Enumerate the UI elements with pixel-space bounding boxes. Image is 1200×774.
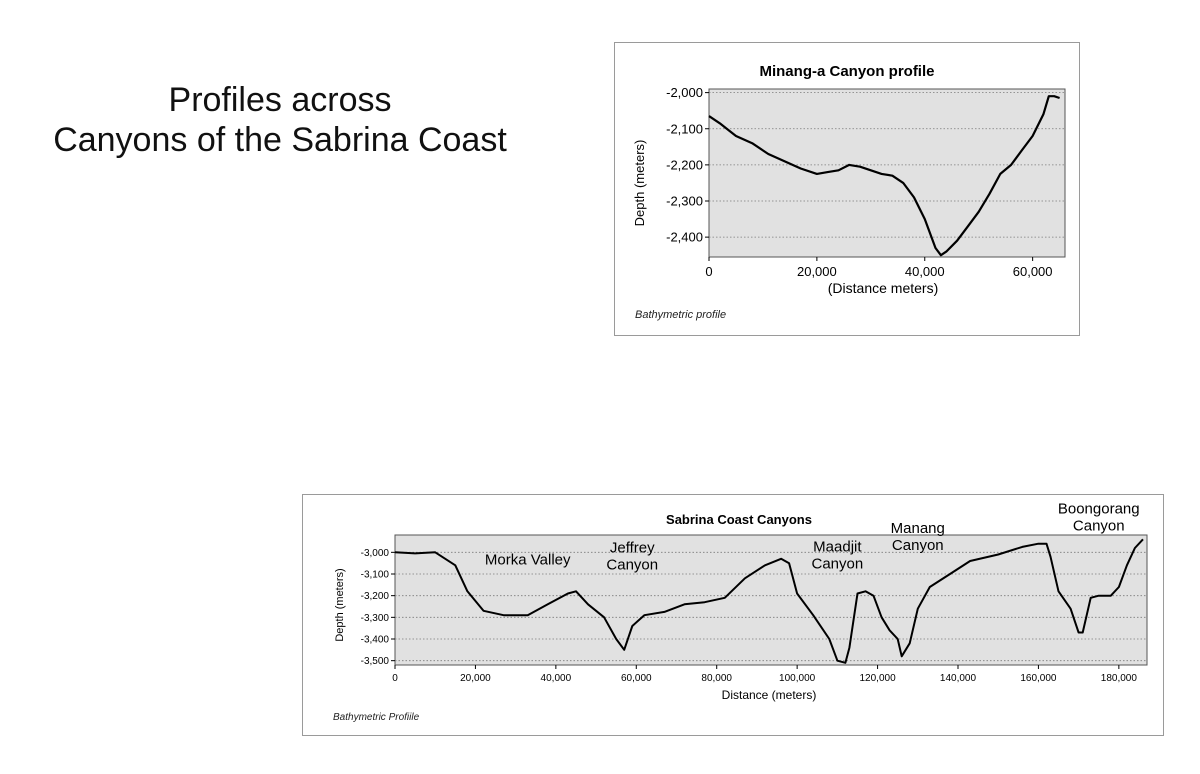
minang-y-tick-label: -2,400 bbox=[666, 230, 703, 245]
sabrina-annotation: Morka Valley bbox=[485, 551, 571, 568]
sabrina-y-tick-label: -3,300 bbox=[361, 613, 390, 624]
sabrina-y-tick-label: -3,400 bbox=[361, 635, 390, 646]
sabrina-x-tick-label: 60,000 bbox=[621, 673, 652, 684]
sabrina-y-tick-label: -3,500 bbox=[361, 656, 390, 667]
sabrina-x-tick-label: 160,000 bbox=[1020, 673, 1057, 684]
sabrina-y-tick-label: -3,100 bbox=[361, 570, 390, 581]
sabrina-x-tick-label: 40,000 bbox=[541, 673, 572, 684]
minang-chart-svg: Minang-a Canyon profile Depth (meters) (… bbox=[632, 63, 1066, 296]
sabrina-plot-area bbox=[394, 534, 1148, 666]
sabrina-annotation: Maadjit Canyon bbox=[812, 538, 864, 572]
sabrina-annotation: Manang Canyon bbox=[891, 520, 945, 554]
minang-x-tick-label: 20,000 bbox=[797, 264, 837, 279]
minang-footer-label: Bathymetric profile bbox=[635, 309, 727, 321]
sabrina-annotation: Boongorang Canyon bbox=[1058, 500, 1140, 534]
minang-plot-area bbox=[708, 88, 1066, 258]
sabrina-x-tick-label: 80,000 bbox=[701, 673, 732, 684]
slide-title: Profiles across Canyons of the Sabrina C… bbox=[0, 80, 560, 160]
sabrina-x-tick-label: 0 bbox=[392, 673, 398, 684]
sabrina-chart-panel: Sabrina Coast Canyons Depth (meters) Dis… bbox=[302, 494, 1164, 736]
minang-x-tick-label: 40,000 bbox=[905, 264, 945, 279]
minang-profile-line bbox=[708, 95, 1060, 257]
sabrina-x-tick-label: 180,000 bbox=[1101, 673, 1138, 684]
minang-y-axis-label: Depth (meters) bbox=[632, 140, 647, 227]
minang-y-tick-label: -2,000 bbox=[666, 85, 703, 100]
sabrina-footer-label: Bathymetric Profiile bbox=[333, 712, 420, 723]
sabrina-y-tick-label: -3,000 bbox=[361, 548, 390, 559]
sabrina-annotation: Jeffrey Canyon bbox=[606, 539, 658, 573]
minang-chart-title: Minang-a Canyon profile bbox=[759, 63, 934, 80]
sabrina-y-tick-label: -3,200 bbox=[361, 591, 390, 602]
minang-y-tick-label: -2,200 bbox=[666, 157, 703, 172]
sabrina-y-axis-label: Depth (meters) bbox=[334, 568, 346, 641]
minang-x-tick-label: 60,000 bbox=[1013, 264, 1053, 279]
slide-title-line-2: Canyons of the Sabrina Coast bbox=[53, 121, 507, 159]
sabrina-x-axis-label: Distance (meters) bbox=[722, 688, 817, 702]
sabrina-x-tick-label: 120,000 bbox=[859, 673, 896, 684]
sabrina-chart-svg: Sabrina Coast Canyons Depth (meters) Dis… bbox=[334, 500, 1148, 702]
minang-y-tick-label: -2,100 bbox=[666, 121, 703, 136]
sabrina-profile-line bbox=[394, 538, 1144, 664]
minang-y-tick-label: -2,300 bbox=[666, 194, 703, 209]
sabrina-chart-title: Sabrina Coast Canyons bbox=[666, 512, 812, 527]
minang-x-tick-label: 0 bbox=[705, 264, 712, 279]
sabrina-x-tick-label: 140,000 bbox=[940, 673, 977, 684]
slide-title-line-1: Profiles across bbox=[168, 81, 392, 119]
minang-chart-panel: Minang-a Canyon profile Depth (meters) (… bbox=[614, 42, 1080, 336]
sabrina-x-tick-label: 20,000 bbox=[460, 673, 491, 684]
sabrina-x-tick-label: 100,000 bbox=[779, 673, 816, 684]
minang-x-axis-label: (Distance meters) bbox=[828, 280, 938, 296]
